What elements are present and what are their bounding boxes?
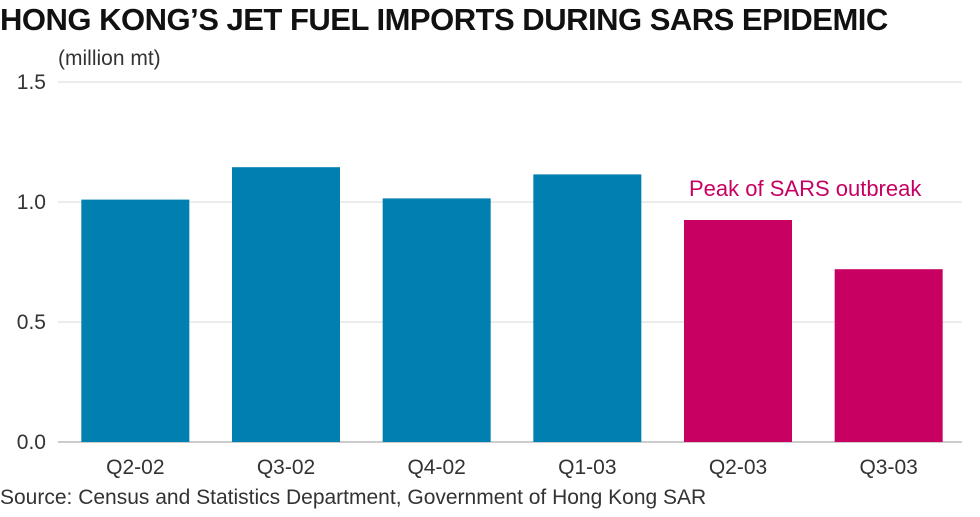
x-tick-label: Q3-02 bbox=[257, 456, 315, 479]
y-tick-label: 0.0 bbox=[17, 431, 46, 454]
y-tick-label: 1.5 bbox=[17, 71, 46, 94]
x-tick-label: Q3-03 bbox=[859, 456, 917, 479]
bar-q4-02 bbox=[382, 198, 491, 442]
y-axis-ticks: 0.0 0.5 1.0 1.5 bbox=[17, 71, 46, 454]
x-tick-label: Q4-02 bbox=[407, 456, 465, 479]
bar-q3-02 bbox=[232, 167, 340, 442]
bar-q2-03 bbox=[684, 220, 792, 442]
annotation-peak-of-sars: Peak of SARS outbreak bbox=[689, 176, 922, 201]
x-tick-label: Q1-03 bbox=[558, 456, 616, 479]
bar-q2-02 bbox=[81, 199, 190, 442]
y-tick-label: 1.0 bbox=[17, 191, 46, 214]
y-tick-label: 0.5 bbox=[17, 311, 46, 334]
source-note: Source: Census and Statistics Department… bbox=[0, 486, 707, 509]
x-axis-ticks: Q2-02 Q3-02 Q4-02 Q1-03 Q2-03 Q3-03 bbox=[106, 456, 918, 479]
bars bbox=[81, 167, 943, 442]
bar-q1-03 bbox=[533, 174, 642, 442]
chart-title: HONG KONG’S JET FUEL IMPORTS DURING SARS… bbox=[0, 2, 888, 37]
x-tick-label: Q2-02 bbox=[106, 456, 164, 479]
y-axis-unit-label: (million mt) bbox=[58, 47, 161, 70]
x-tick-label: Q2-03 bbox=[709, 456, 767, 479]
bar-q3-03 bbox=[834, 269, 943, 442]
gridlines bbox=[58, 81, 962, 443]
